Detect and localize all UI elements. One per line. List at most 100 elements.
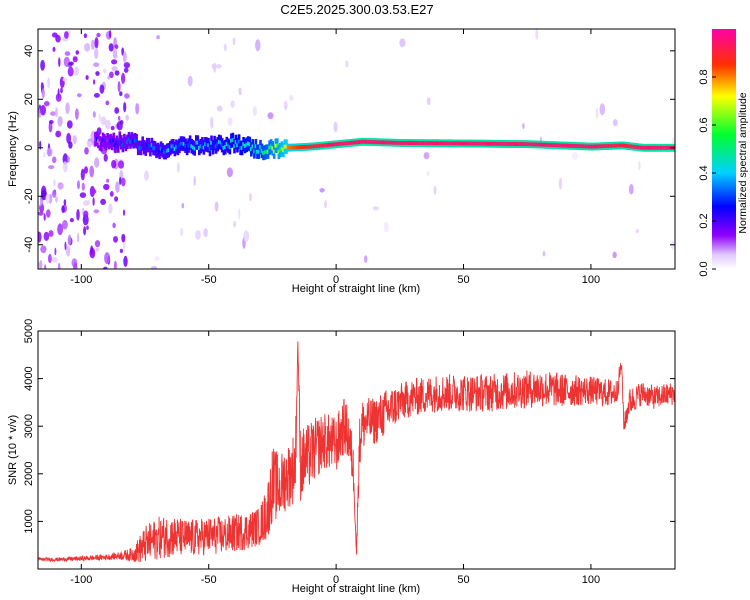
spectrogram-ridge-cell	[283, 144, 287, 149]
spectrogram-ridge-cell	[332, 142, 336, 147]
spectrogram-ridge-cell	[117, 143, 120, 148]
spectrogram-ridge-cell	[104, 141, 108, 146]
spectrogram-ridge-cell	[292, 145, 296, 150]
spectrogram-cell	[595, 107, 599, 120]
spectrogram-ridge-cell	[149, 147, 152, 152]
spectrogram-cell	[283, 100, 288, 110]
y-tick-label: 3000	[23, 414, 35, 438]
spectrogram-cell	[426, 97, 431, 106]
spectrogram-cell	[40, 105, 46, 116]
spectrogram-ridge-cell	[578, 144, 582, 149]
spectrogram-ridge-cell	[207, 143, 210, 148]
spectrogram-ridge-cell	[500, 141, 504, 146]
spectrogram-ridge-cell	[150, 143, 154, 147]
colorbar-tick-label: 0.4	[698, 165, 710, 180]
spectrogram-cell	[66, 132, 71, 144]
spectrogram-ridge-cell	[242, 142, 245, 147]
spectrogram-ridge-cell	[581, 144, 585, 149]
spectrogram-ridge-cell	[169, 146, 172, 151]
spectrogram-ridge-cell	[610, 143, 614, 148]
spectrogram-ridge-cell	[465, 141, 469, 146]
x-tick-label: -50	[201, 274, 217, 286]
spectrogram-cell	[77, 93, 82, 98]
spectrogram-cell	[76, 209, 80, 221]
spectrogram-ridge-cell	[367, 140, 371, 144]
spectrogram-cell	[93, 93, 100, 98]
spectrogram-cell	[45, 193, 50, 205]
spectrogram-cell	[108, 43, 114, 52]
snr-frame	[37, 330, 676, 570]
spectrogram-ridge-cell	[219, 140, 222, 145]
spectrogram-ridge-cell	[227, 143, 230, 148]
spectrogram-ridge-cell	[470, 141, 473, 146]
spectrogram-cell	[83, 210, 89, 218]
spectrogram-ridge-cell	[198, 146, 201, 150]
spectrogram-cell	[55, 130, 62, 138]
spectrogram-ridge-cell	[461, 141, 464, 146]
spectrogram-cell	[52, 46, 56, 52]
spectrogram-ridge-cell	[101, 138, 105, 142]
spectrogram-ridge-cell	[482, 141, 485, 146]
spectrogram-cell	[84, 166, 88, 174]
spectrogram-ridge-cell	[260, 149, 264, 153]
spectrogram-ridge-cell	[422, 141, 426, 146]
spectrogram-ridge-cell	[629, 144, 632, 149]
spectrogram-ridge-cell	[509, 142, 513, 146]
spectrogram-ridge-cell	[277, 149, 281, 154]
spectrogram-cell	[95, 71, 100, 76]
spectrogram-ridge-cell	[552, 143, 556, 148]
spectrogram-ridge-cell	[141, 141, 144, 146]
spectrogram-ridge-cell	[392, 140, 395, 145]
spectrogram-x-axis-label: Height of straight line (km)	[292, 283, 420, 295]
spectrogram-cell	[542, 250, 546, 257]
spectrogram-ridge-cell	[575, 144, 579, 148]
colorbar-label: Normalized spectral amplitude	[737, 92, 749, 233]
spectrogram-ridge-cell	[158, 149, 161, 154]
spectrogram-ridge-cell	[280, 146, 284, 151]
spectrogram-cell	[66, 156, 70, 163]
spectrogram-ridge-cell	[474, 141, 478, 146]
spectrogram-ridge-cell	[641, 145, 644, 150]
spectrogram-ridge-cell	[126, 139, 129, 144]
spectrogram-ridge-cell	[201, 142, 204, 147]
spectrogram-ridge-cell	[438, 141, 441, 146]
spectrogram-ridge-cell	[302, 145, 305, 149]
spectrogram-ridge-cell	[220, 143, 224, 148]
spectrogram-ridge-cell	[563, 143, 566, 148]
spectrogram-cell	[38, 231, 42, 243]
spectrogram-ridge-cell	[496, 141, 499, 146]
spectrogram-cell	[319, 188, 325, 193]
spectrogram-cell	[289, 95, 294, 101]
spectrogram-ridge-cell	[415, 141, 418, 145]
spectrogram-cell	[122, 51, 127, 63]
spectrogram-cell	[40, 81, 44, 91]
spectrogram-ridge-cell	[363, 139, 366, 144]
spectrogram-cell	[94, 157, 100, 168]
spectrogram-ridge-cell	[514, 142, 518, 146]
spectrogram-cell	[104, 252, 111, 265]
spectrogram-cell	[51, 256, 58, 263]
spectrogram-cell	[123, 255, 128, 267]
spectrogram-ridge-cell	[124, 142, 128, 146]
spectrogram-ridge-cell	[222, 146, 226, 150]
spectrogram-cell	[113, 260, 117, 269]
spectrogram-ridge-cell	[560, 143, 563, 148]
spectrogram-ridge-cell	[311, 144, 314, 149]
spectrogram-ridge-cell	[441, 141, 444, 146]
spectrogram-cell	[203, 228, 208, 238]
spectrogram-cell	[114, 70, 120, 76]
spectrogram-ridge-cell	[370, 140, 374, 144]
spectrogram-ridge-cell	[421, 141, 424, 146]
spectrogram-ridge-cell	[386, 140, 389, 145]
spectrogram-ridge-cell	[375, 140, 378, 145]
spectrogram-cell	[176, 162, 180, 173]
spectrogram-ridge-cell	[624, 143, 628, 148]
spectrogram-ridge-cell	[520, 142, 524, 146]
spectrogram-ridge-cell	[298, 145, 302, 150]
spectrogram-ridge-cell	[262, 151, 265, 155]
spectrogram-ridge-cell	[427, 141, 430, 146]
spectrogram-cell	[52, 190, 57, 198]
spectrogram-ridge-cell	[364, 139, 368, 144]
spectrogram-ridge-cell	[569, 143, 573, 148]
spectrogram-cell	[109, 191, 114, 197]
